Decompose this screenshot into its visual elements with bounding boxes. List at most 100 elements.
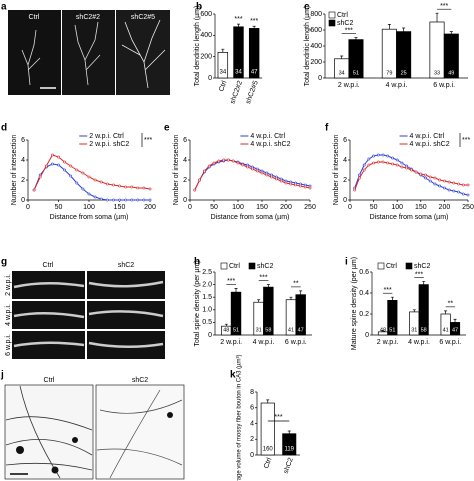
point bbox=[303, 185, 307, 189]
panel-a-images: Ctrl shC2#2 shC2#5 a bbox=[1, 2, 170, 95]
point bbox=[376, 153, 380, 157]
x-tick-label: 200 bbox=[280, 204, 292, 211]
panel-g-images: Ctrl shC2 2 w.p.i. 4 w.p.i. 6 w.p.i. g bbox=[1, 257, 165, 359]
fiber bbox=[5, 385, 93, 479]
y-axis-label: Number of intersection bbox=[11, 135, 18, 206]
legend-swatch bbox=[248, 262, 256, 270]
point bbox=[372, 161, 376, 165]
panel-label: a bbox=[1, 2, 7, 13]
point bbox=[51, 153, 54, 157]
point bbox=[447, 188, 451, 192]
chart: k 0 2 4 6 8 Average volume of mossy fiber bout… bbox=[230, 354, 300, 481]
point bbox=[63, 160, 67, 164]
point bbox=[75, 168, 79, 172]
point bbox=[250, 167, 254, 171]
point bbox=[461, 183, 465, 187]
point bbox=[381, 160, 385, 164]
point bbox=[57, 155, 60, 159]
point bbox=[433, 182, 437, 186]
point bbox=[112, 183, 115, 187]
point bbox=[447, 180, 451, 184]
point bbox=[414, 170, 418, 174]
panel-label: h bbox=[194, 257, 200, 268]
y-tick-label: 1.0 bbox=[202, 307, 212, 314]
point bbox=[75, 181, 79, 185]
point bbox=[112, 198, 115, 202]
point bbox=[260, 171, 264, 175]
legend-label: Ctrl bbox=[337, 12, 348, 19]
y-tick-label: 0 bbox=[250, 452, 254, 459]
n-label: 48 bbox=[223, 327, 229, 333]
x-tick-label: 250 bbox=[462, 204, 474, 211]
significance: *** bbox=[384, 287, 392, 294]
y-tick-label: 6 bbox=[250, 405, 254, 412]
point bbox=[289, 182, 293, 186]
x-tick-label: 4 w.p.i. bbox=[408, 339, 430, 346]
point bbox=[105, 182, 109, 186]
image-ctrl bbox=[8, 10, 61, 95]
significance: ** bbox=[293, 281, 299, 288]
point bbox=[466, 193, 470, 197]
point bbox=[372, 154, 376, 158]
x-tick-label: 50 bbox=[55, 204, 63, 211]
point bbox=[395, 163, 399, 167]
x-tick-label: 2 w.p.i. bbox=[338, 82, 360, 89]
x-tick-label: 50 bbox=[210, 204, 218, 211]
point bbox=[284, 181, 288, 185]
point bbox=[87, 175, 91, 179]
point bbox=[105, 198, 109, 202]
point bbox=[217, 159, 221, 163]
cell bbox=[167, 412, 173, 418]
point bbox=[136, 198, 140, 202]
panel-label: g bbox=[1, 257, 7, 268]
y-tick-label: 2 bbox=[343, 177, 347, 184]
y-tick-label: 0 bbox=[208, 75, 212, 82]
error-bar bbox=[449, 31, 453, 34]
x-tick-label: 6 w.p.i. bbox=[439, 339, 461, 346]
point bbox=[438, 184, 442, 188]
point bbox=[265, 173, 269, 177]
y-tick-label: 800 bbox=[310, 11, 322, 18]
point bbox=[93, 178, 97, 182]
fiber bbox=[96, 389, 183, 479]
error-bar bbox=[266, 399, 270, 404]
point bbox=[118, 198, 121, 202]
y-tick-label: 0 bbox=[343, 197, 347, 204]
error-bar bbox=[266, 284, 270, 288]
point bbox=[231, 159, 235, 163]
point bbox=[279, 179, 283, 183]
error-bar bbox=[435, 12, 439, 22]
y-tick-label: 200 bbox=[200, 54, 212, 61]
significance: *** bbox=[234, 16, 242, 23]
point bbox=[222, 158, 226, 162]
point bbox=[124, 185, 128, 189]
n-label: 119 bbox=[284, 447, 294, 453]
x-tick-label: 0 bbox=[26, 204, 30, 211]
significance: *** bbox=[274, 414, 282, 421]
n-label: 33 bbox=[434, 70, 440, 76]
n-label: 34 bbox=[219, 70, 226, 76]
point bbox=[99, 197, 103, 201]
significance: ** bbox=[448, 301, 454, 308]
y-tick-label: 4 bbox=[183, 157, 187, 164]
point bbox=[142, 186, 146, 190]
point bbox=[457, 190, 460, 194]
error-bar bbox=[390, 296, 394, 301]
y-tick-label: 0 bbox=[21, 197, 25, 204]
point bbox=[63, 168, 67, 172]
legend-label: 2 w.p.i. shC2 bbox=[89, 141, 129, 148]
x-tick-label: 200 bbox=[439, 204, 451, 211]
cell bbox=[16, 446, 24, 454]
y-tick-label: 8 bbox=[250, 389, 254, 396]
point bbox=[57, 163, 60, 167]
n-label: 34 bbox=[339, 70, 345, 76]
error-bar bbox=[444, 310, 448, 314]
legend-label: 4 w.p.i. Ctrl bbox=[410, 133, 445, 140]
point bbox=[44, 164, 48, 168]
y-axis-label: Number of intersection bbox=[173, 135, 180, 206]
n-label: 47 bbox=[298, 327, 304, 333]
y-tick-label: 6 bbox=[21, 137, 25, 144]
error-bar bbox=[237, 23, 240, 27]
